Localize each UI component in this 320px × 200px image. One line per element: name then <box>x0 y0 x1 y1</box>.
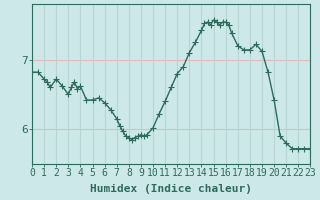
X-axis label: Humidex (Indice chaleur): Humidex (Indice chaleur) <box>90 184 252 194</box>
